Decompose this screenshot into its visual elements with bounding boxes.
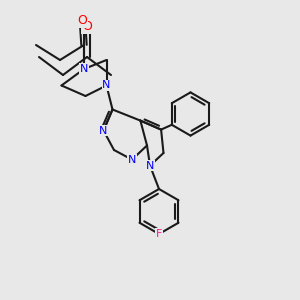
Text: N: N xyxy=(128,154,136,165)
Text: N: N xyxy=(80,64,88,74)
Text: N: N xyxy=(146,160,154,171)
Text: O: O xyxy=(78,14,87,28)
Text: O: O xyxy=(82,20,92,34)
Text: F: F xyxy=(156,229,162,239)
Text: N: N xyxy=(102,80,111,91)
Text: N: N xyxy=(99,125,108,136)
